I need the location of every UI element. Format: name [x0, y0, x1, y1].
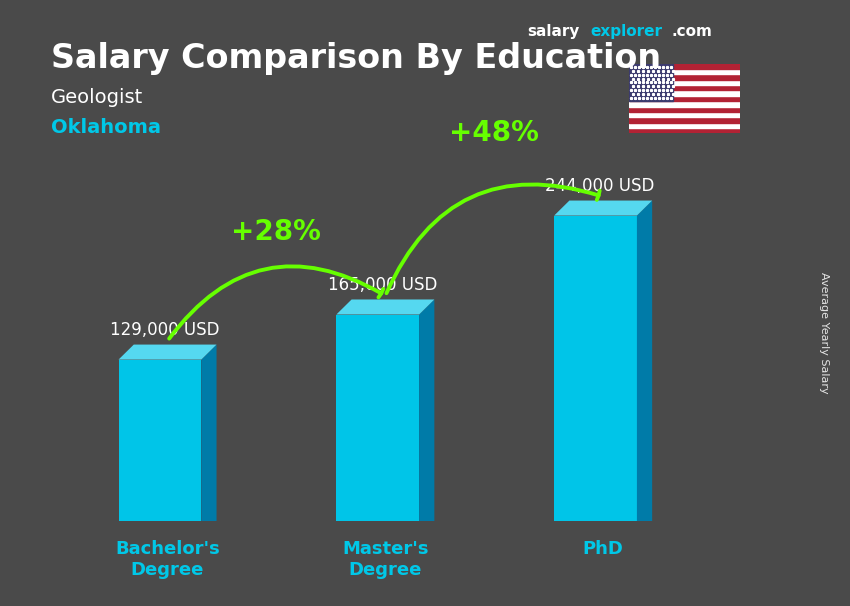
Text: 129,000 USD: 129,000 USD — [110, 321, 219, 339]
Text: salary: salary — [527, 24, 580, 39]
Bar — [629, 75, 740, 80]
Polygon shape — [118, 359, 201, 521]
Text: PhD: PhD — [583, 540, 624, 558]
Bar — [629, 112, 740, 117]
Text: 244,000 USD: 244,000 USD — [546, 177, 654, 195]
Bar — [629, 128, 740, 133]
Text: Master's
Degree: Master's Degree — [342, 540, 428, 579]
Polygon shape — [419, 299, 434, 521]
Bar — [629, 85, 740, 90]
Text: .com: .com — [672, 24, 712, 39]
Text: 165,000 USD: 165,000 USD — [327, 276, 437, 294]
Bar — [629, 96, 740, 101]
Text: Geologist: Geologist — [51, 88, 144, 107]
Text: Salary Comparison By Education: Salary Comparison By Education — [51, 42, 661, 75]
Bar — [629, 122, 740, 128]
Text: Average Yearly Salary: Average Yearly Salary — [819, 273, 829, 394]
Bar — [629, 64, 740, 69]
Polygon shape — [554, 216, 637, 521]
Text: +48%: +48% — [450, 119, 539, 147]
Bar — [629, 64, 673, 101]
Polygon shape — [118, 345, 217, 359]
Bar — [629, 90, 740, 96]
Polygon shape — [337, 315, 419, 521]
Text: Oklahoma: Oklahoma — [51, 118, 161, 137]
Text: explorer: explorer — [591, 24, 663, 39]
Bar — [629, 101, 740, 107]
Bar — [629, 80, 740, 85]
Text: Bachelor's
Degree: Bachelor's Degree — [115, 540, 220, 579]
Polygon shape — [637, 201, 652, 521]
Polygon shape — [554, 201, 652, 216]
Polygon shape — [201, 345, 217, 521]
Bar — [629, 69, 740, 75]
Bar — [629, 107, 740, 112]
Bar — [629, 117, 740, 122]
Text: +28%: +28% — [231, 218, 321, 246]
Polygon shape — [337, 299, 434, 315]
